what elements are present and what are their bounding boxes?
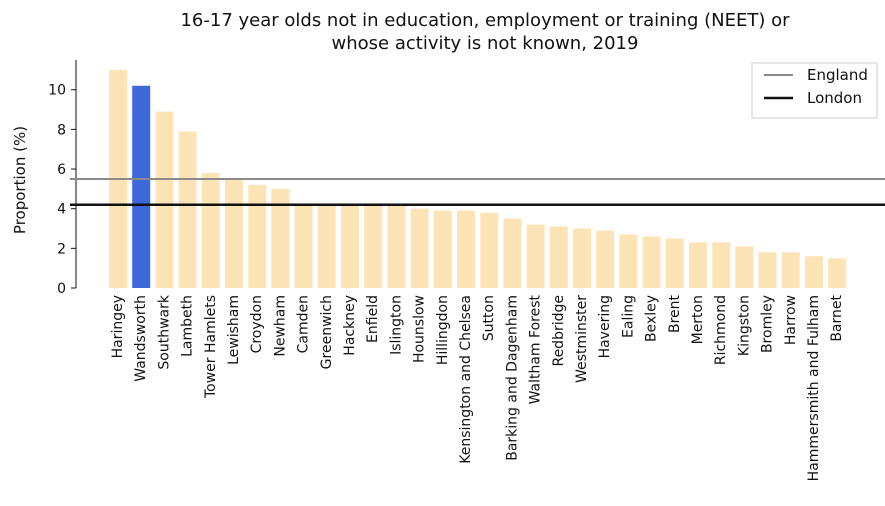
- bar-mark: [341, 204, 359, 288]
- bar-mark: [248, 184, 267, 288]
- plot-area: 0 2 4 6 8 10 Haringey Wandsworth Southwark Lambet…: [48, 60, 885, 481]
- x-axis-category-label: Merton: [690, 295, 706, 344]
- x-axis-category-label: Newham: [272, 295, 288, 357]
- legend: England London: [751, 62, 878, 119]
- x-axis-category-label: Islington: [388, 295, 404, 355]
- bar-mark: [619, 234, 638, 288]
- x-axis-category-label: Kingston: [736, 295, 752, 356]
- bar-mark: [433, 210, 452, 288]
- x-axis-category-label: Westminster: [574, 295, 590, 383]
- bar-mark: [132, 85, 151, 288]
- bar-mark: [410, 208, 429, 288]
- x-axis-category-label: Hillingdon: [435, 295, 451, 365]
- y-axis-tick-label: 0: [57, 281, 66, 297]
- bar-mark: [573, 228, 591, 288]
- bar-mark: [480, 212, 499, 288]
- bar-mark: [828, 258, 847, 288]
- england-legend-label: England: [807, 66, 868, 84]
- x-axis-category-label: Croydon: [249, 295, 265, 353]
- x-axis-category-label: Lewisham: [226, 295, 242, 365]
- bar-mark: [642, 236, 661, 288]
- bar-mark: [712, 242, 731, 288]
- x-axis-category-label: Richmond: [713, 295, 729, 365]
- bar-mark: [294, 204, 313, 288]
- x-axis-category-label: Southwark: [156, 294, 172, 369]
- bar-mark: [526, 224, 545, 288]
- x-axis-category-label: Tower Hamlets: [203, 295, 219, 399]
- bar-mark: [387, 204, 406, 288]
- x-axis-category-label: Barnet: [829, 294, 845, 341]
- x-axis-category-label: Barking and Dagenham: [504, 295, 520, 461]
- x-axis-category-label: Bexley: [644, 295, 660, 342]
- bar-mark: [364, 204, 383, 288]
- y-axis-tick-label: 2: [57, 241, 66, 257]
- bar-mark: [178, 131, 197, 288]
- legend-box: [751, 62, 878, 119]
- bar-mark: [155, 111, 174, 289]
- y-axis-label: Proportion (%): [11, 126, 29, 234]
- chart-title-line-1: 16-17 year olds not in education, employ…: [180, 10, 790, 31]
- x-axis-category-label: Hammersmith and Fulham: [806, 295, 822, 481]
- bar-mark: [689, 242, 707, 288]
- x-axis-category-label: Bromley: [760, 295, 776, 353]
- bar-mark: [781, 252, 800, 288]
- chart-title-line-2: whose activity is not known, 2019: [332, 33, 639, 54]
- bar-mark: [805, 256, 823, 288]
- x-axis-category-label: Enfield: [365, 295, 381, 343]
- x-axis-category-label: Wandsworth: [133, 295, 149, 382]
- x-axis-category-label: Brent: [667, 294, 683, 333]
- x-axis-category-label: Redbridge: [551, 295, 567, 367]
- x-axis-category-label: Camden: [296, 295, 312, 353]
- bar-mark: [271, 188, 290, 288]
- bar-mark: [596, 230, 615, 288]
- london-legend-label: London: [807, 89, 862, 107]
- x-axis-category-label: Hackney: [342, 295, 358, 356]
- bar-mark: [503, 218, 522, 288]
- bar-mark: [735, 246, 754, 288]
- bar-mark: [665, 238, 684, 288]
- bar-mark: [201, 173, 220, 288]
- x-axis-category-label: Hounslow: [412, 295, 428, 363]
- y-axis-tick-label: 8: [57, 122, 66, 138]
- x-axis-category-label: Lambeth: [180, 295, 196, 357]
- y-axis-tick-label: 6: [57, 162, 66, 178]
- x-axis-category-label: Greenwich: [319, 295, 335, 369]
- x-axis-category-label: Haringey: [110, 295, 126, 358]
- x-axis-category-label: Harrow: [783, 295, 799, 345]
- y-axis-tick-label: 4: [57, 202, 66, 218]
- bar-mark: [457, 210, 475, 288]
- chart-title-group: 16-17 year olds not in education, employ…: [180, 10, 790, 54]
- bar-mark: [225, 178, 243, 288]
- x-axis-category-label: Havering: [597, 295, 613, 358]
- x-axis-category-label: Kensington and Chelsea: [458, 295, 474, 464]
- x-axis-category-label: Waltham Forest: [528, 295, 544, 405]
- y-axis-tick-label: 10: [48, 83, 66, 99]
- bar-mark: [317, 204, 336, 288]
- x-axis-category-label: Sutton: [481, 295, 497, 341]
- bar-mark: [549, 226, 568, 288]
- bar-mark: [758, 252, 777, 288]
- x-axis-category-label: Ealing: [620, 295, 636, 338]
